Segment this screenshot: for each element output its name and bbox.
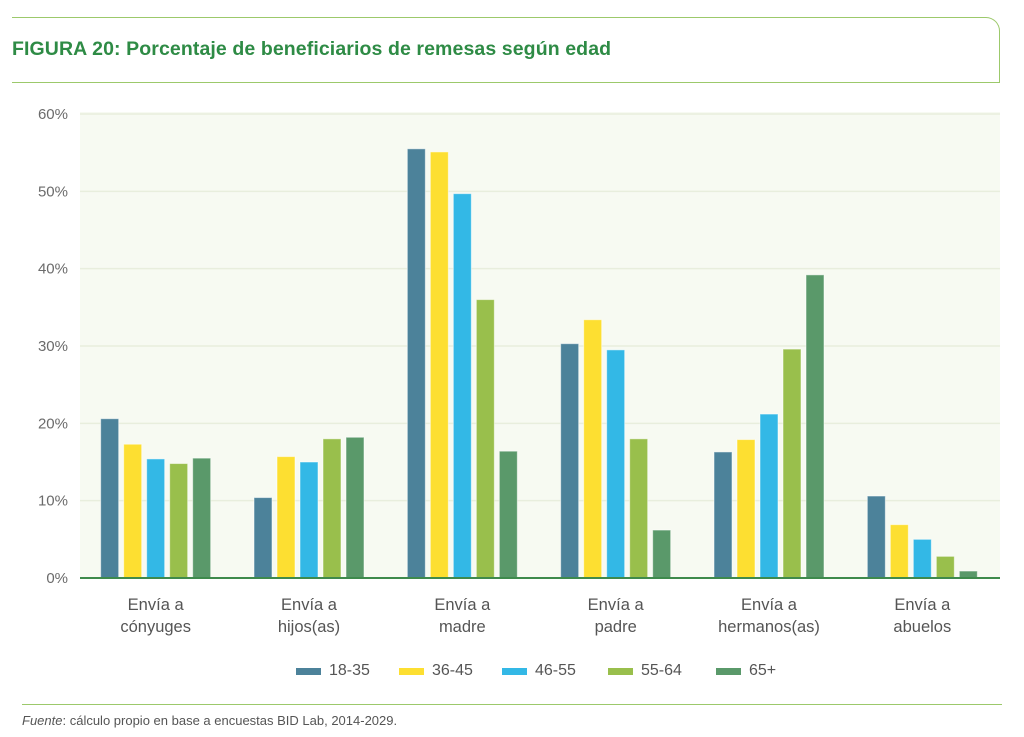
legend-swatch [716,667,741,675]
title-frame [12,17,1000,83]
legend-label: 18-35 [329,662,370,679]
bar-46-55-2 [452,193,472,579]
y-tick-label: 20% [38,415,68,432]
footer-divider [22,704,1002,705]
x-category-label: hermanos(as) [718,618,820,636]
x-category-label: Envía a [434,596,491,614]
bar-36-45-1 [276,456,296,579]
bar-65plus-5 [958,570,978,579]
x-category-label: padre [595,618,637,636]
x-category-label: madre [439,618,486,636]
bar-55-64-1 [322,438,342,579]
bar-chart: 0%10%20%30%40%50%60% Envía acónyugesEnví… [38,106,1000,636]
bar-18-35-5 [866,495,886,579]
bar-36-45-5 [889,524,909,579]
legend-item: 46-55 [502,662,576,680]
bar-36-45-0 [123,443,143,579]
bar-46-55-5 [912,538,932,579]
x-category-label: hijos(as) [278,618,340,636]
bar-55-64-0 [169,463,189,579]
gridlines [80,113,1000,502]
x-axis-labels: Envía a cónyuges Envía a hijos(as) Envía a ma… [120,596,951,636]
source-note: Fuente: cálculo propio en base a encuest… [22,713,397,728]
bar-55-64-5 [935,555,955,579]
bar-65plus-4 [805,274,825,579]
x-category-label: Envía a [128,596,185,614]
x-category-label: Envía a [588,596,645,614]
y-tick-label: 10% [38,493,68,510]
legend-label: 65+ [749,662,777,679]
legend-label: 55-64 [641,662,682,679]
legend: 18-35 36-45 46-55 55-64 65+ [0,662,1024,684]
legend-label: 36-45 [432,662,473,679]
bar-18-35-4 [713,451,733,579]
legend-swatch [502,667,527,675]
y-tick-label: 50% [38,183,68,200]
bar-46-55-1 [299,461,319,579]
bar-36-45-4 [736,439,756,579]
x-category-label: Envía a [894,596,951,614]
bars [100,148,978,579]
y-tick-label: 30% [38,338,68,355]
bar-55-64-2 [475,299,495,579]
source-label: Fuente [22,713,63,728]
bar-18-35-2 [406,148,426,579]
legend-item: 36-45 [399,662,473,680]
bar-46-55-3 [606,349,626,579]
bar-55-64-4 [782,348,802,579]
y-tick-label: 40% [38,261,68,278]
legend-item: 55-64 [608,662,682,680]
bar-18-35-1 [253,497,273,579]
legend-swatch [399,667,424,675]
bar-55-64-3 [629,438,649,579]
bar-46-55-0 [146,458,166,579]
bar-65plus-3 [652,529,672,579]
legend-label: 46-55 [535,662,576,679]
x-category-label: Envía a [281,596,338,614]
bar-65plus-0 [192,457,212,579]
y-tick-label: 60% [38,106,68,123]
x-category-label: Envía a [741,596,798,614]
chart-title: FIGURA 20: Porcentaje de beneficiarios d… [12,38,612,60]
bar-18-35-3 [560,343,580,579]
bar-36-45-2 [429,151,449,579]
y-tick-label: 0% [46,570,68,587]
legend-item: 65+ [716,662,776,680]
bar-46-55-4 [759,413,779,579]
legend-swatch [296,667,321,675]
x-category-label: cónyuges [120,618,191,636]
bar-36-45-3 [583,319,603,579]
source-text: : cálculo propio en base a encuestas BID… [62,713,398,728]
bar-65plus-2 [498,450,518,579]
legend-item: 18-35 [296,662,370,680]
legend-swatch [608,667,633,675]
y-axis-ticks: 0% 10% 20% 30% 40% 50% 60% [38,106,68,587]
bar-65plus-1 [345,436,365,579]
plot-area [80,112,1000,578]
bar-18-35-0 [100,418,120,579]
x-category-label: abuelos [893,618,951,636]
